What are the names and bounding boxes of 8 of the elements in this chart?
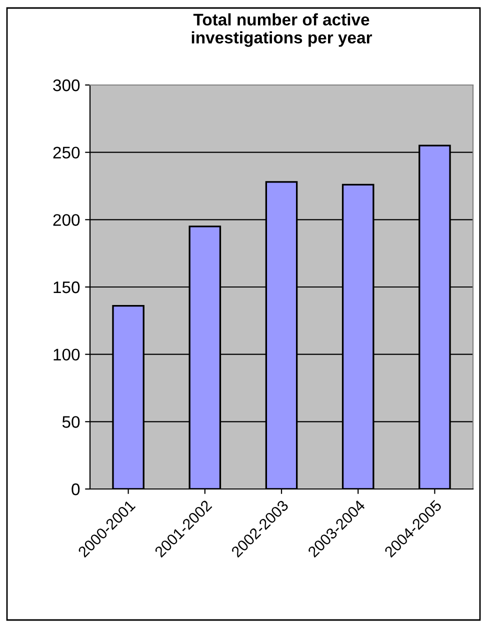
chart-title: Total number of active investigations per year <box>192 13 372 47</box>
y-tick-label: 50 <box>62 416 80 428</box>
y-tick-label: 250 <box>53 146 80 159</box>
y-tick-label: 300 <box>53 79 80 92</box>
y-tick-label: 100 <box>54 348 80 361</box>
y-tick-label: 150 <box>54 281 80 294</box>
y-tick-label: 0 <box>72 483 80 496</box>
y-tick-label: 200 <box>53 214 80 226</box>
